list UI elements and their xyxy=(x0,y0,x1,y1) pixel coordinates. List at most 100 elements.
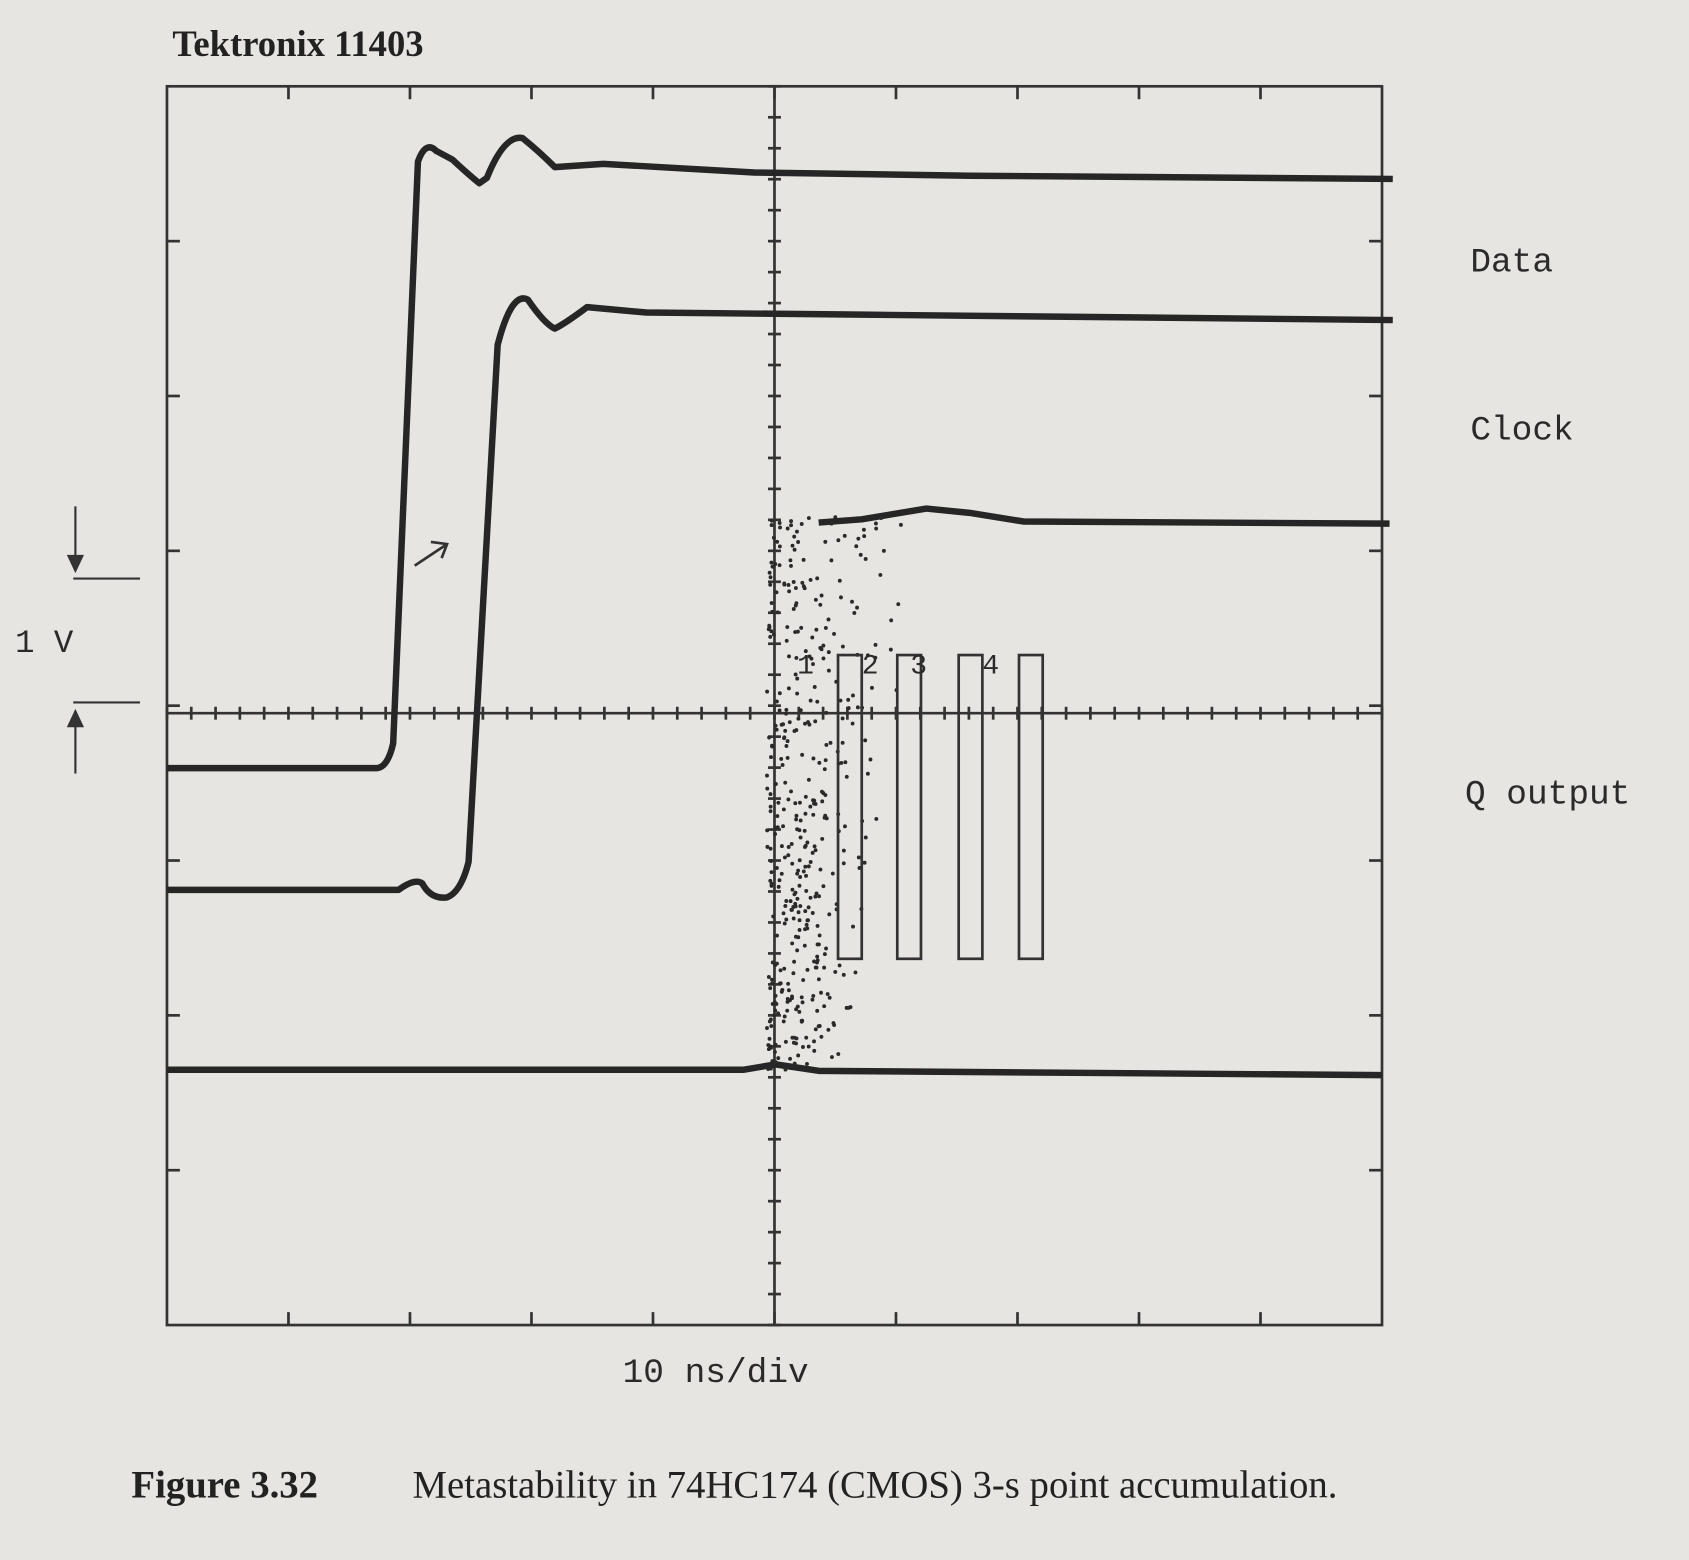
dot xyxy=(765,773,769,778)
dot xyxy=(795,948,800,953)
dot xyxy=(769,518,774,523)
dot xyxy=(793,890,798,895)
dot xyxy=(868,757,873,762)
dot xyxy=(808,895,813,900)
dot xyxy=(813,719,818,724)
dot xyxy=(812,959,816,964)
dot xyxy=(846,1005,851,1010)
dot xyxy=(786,853,791,858)
dot xyxy=(798,875,803,879)
dot xyxy=(784,707,789,712)
dot xyxy=(873,642,878,647)
dot xyxy=(846,706,851,711)
dot xyxy=(808,860,813,864)
arrow xyxy=(413,540,449,567)
dot xyxy=(822,815,827,820)
dot xyxy=(798,800,802,805)
dot xyxy=(785,1008,790,1013)
dot xyxy=(773,723,778,728)
dot xyxy=(812,685,817,689)
dot xyxy=(811,798,815,803)
dot xyxy=(804,888,809,893)
dot xyxy=(805,967,810,972)
dot xyxy=(855,705,860,710)
dot xyxy=(813,894,818,899)
dot xyxy=(840,740,845,745)
dot xyxy=(862,534,867,539)
dot xyxy=(777,981,782,986)
dot xyxy=(793,801,798,806)
dot xyxy=(769,755,773,760)
dot xyxy=(765,689,770,694)
dot xyxy=(776,884,781,889)
dot xyxy=(819,789,824,794)
dot xyxy=(765,844,770,849)
dot xyxy=(771,632,776,637)
dot xyxy=(808,804,813,809)
dot xyxy=(790,941,795,946)
dot xyxy=(796,540,801,544)
dot xyxy=(855,605,859,610)
dot xyxy=(795,629,800,634)
dot xyxy=(781,911,786,916)
dot xyxy=(769,629,774,634)
dot xyxy=(767,735,772,740)
dot xyxy=(821,656,826,661)
dot xyxy=(803,811,808,816)
dot xyxy=(766,1043,771,1047)
dot xyxy=(824,742,829,747)
dot xyxy=(863,738,868,743)
marker-label: 4 xyxy=(982,651,999,682)
dot xyxy=(795,691,800,696)
dot xyxy=(783,1039,788,1044)
dot xyxy=(798,835,803,840)
dot xyxy=(777,521,782,525)
dot xyxy=(790,994,794,999)
dot xyxy=(776,1011,780,1016)
dot xyxy=(806,864,811,869)
dot xyxy=(826,650,831,655)
dot xyxy=(768,846,773,851)
dot xyxy=(792,729,797,733)
dot xyxy=(768,809,773,814)
dot xyxy=(778,525,782,530)
dot xyxy=(813,848,818,853)
dot xyxy=(865,653,870,658)
dot xyxy=(789,563,793,568)
dot xyxy=(874,526,879,531)
dot xyxy=(783,904,788,908)
dot xyxy=(793,904,798,909)
caption-text: Metastability in 74HC174 (CMOS) 3-s poin… xyxy=(413,1463,1338,1506)
dot xyxy=(809,656,814,661)
dot xyxy=(768,1017,773,1022)
dot xyxy=(797,1009,802,1014)
dot xyxy=(822,965,827,970)
dot xyxy=(781,722,786,727)
dot xyxy=(795,676,800,681)
dot xyxy=(769,1024,774,1028)
dot xyxy=(773,1042,778,1047)
dot xyxy=(784,744,789,748)
dot xyxy=(810,635,815,640)
dot xyxy=(776,800,781,805)
dot xyxy=(794,817,799,822)
dot xyxy=(806,1044,811,1049)
dot xyxy=(841,861,846,866)
q-high-trace xyxy=(818,505,1390,527)
marker-label: 2 xyxy=(862,651,879,682)
time-label: 10 ns/div xyxy=(623,1354,809,1393)
dot xyxy=(865,771,870,776)
dot xyxy=(782,921,787,926)
dot xyxy=(769,883,774,888)
dot xyxy=(784,917,789,922)
dot xyxy=(768,582,773,587)
dot xyxy=(830,1055,834,1059)
dot xyxy=(803,927,807,932)
dot xyxy=(803,843,808,848)
dot xyxy=(786,686,791,691)
dot xyxy=(881,548,886,553)
dot xyxy=(828,740,833,745)
dot xyxy=(796,868,801,873)
dot xyxy=(856,855,861,860)
